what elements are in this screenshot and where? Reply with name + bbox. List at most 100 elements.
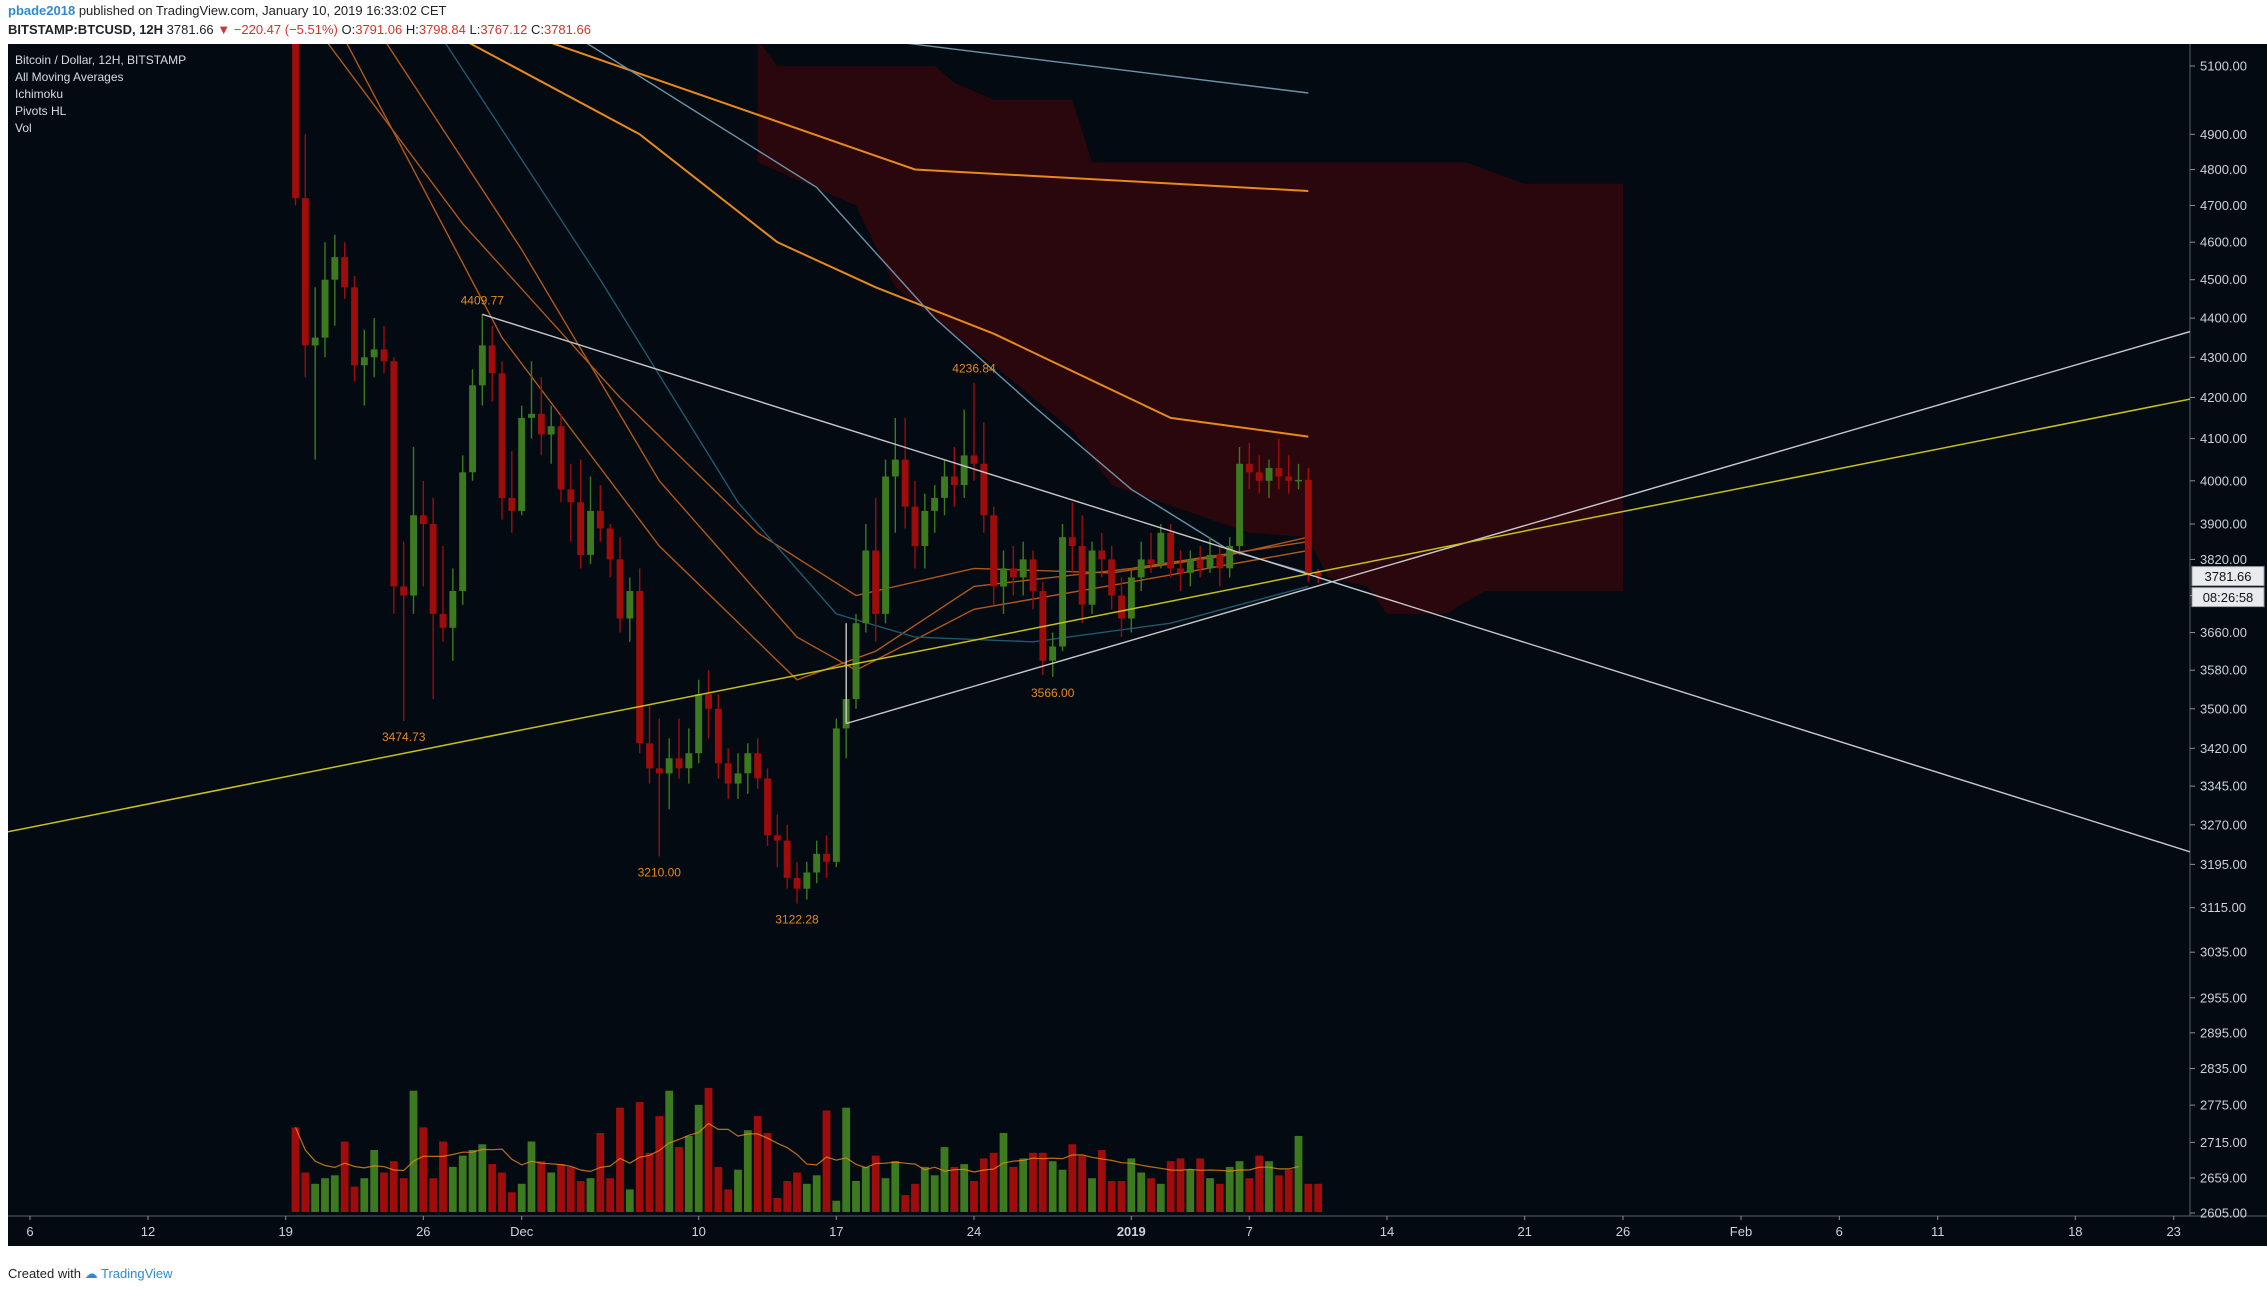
candle-body (1078, 546, 1086, 605)
volume-bar (881, 1178, 890, 1212)
countdown-label: 08:26:58 (2203, 590, 2254, 605)
volume-bar (1127, 1158, 1136, 1212)
candle-body (478, 345, 486, 386)
candle-body (783, 840, 791, 878)
volume-bar (1166, 1161, 1175, 1212)
price-tick-label: 3820.00 (2200, 552, 2247, 567)
candle-body (626, 591, 634, 619)
pivot-label: 3210.00 (638, 865, 682, 879)
candle-body (911, 506, 919, 547)
pivot-label: 4236.84 (952, 362, 996, 376)
tradingview-link[interactable]: TradingView (101, 1266, 173, 1281)
candle-body (705, 694, 712, 709)
candle-body (1255, 472, 1263, 481)
volume-bar (1097, 1150, 1106, 1212)
candle-body (655, 768, 663, 774)
price-tick-label: 4100.00 (2200, 431, 2247, 446)
volume-bar (478, 1144, 487, 1212)
published-text: published on TradingView.com, January 10… (78, 3, 447, 18)
volume-bar (1284, 1169, 1293, 1212)
candle-body (931, 497, 939, 511)
volume-bar (458, 1155, 467, 1212)
volume-bar (468, 1150, 477, 1212)
time-tick-label: 19 (278, 1224, 292, 1239)
moving-average-line (907, 44, 1309, 94)
candle-body (1216, 554, 1224, 569)
candle-body (695, 694, 703, 754)
candle-body (449, 591, 457, 628)
volume-bar (1245, 1178, 1254, 1212)
countdown-box (2191, 587, 2265, 608)
symbol-name: BITSTAMP:BTCUSD, 12H (8, 22, 164, 37)
candle-body (901, 459, 909, 507)
price-tick-label: 4200.00 (2200, 390, 2247, 405)
volume-bar (291, 1127, 300, 1212)
candle-body (862, 550, 870, 624)
candle-body (1295, 479, 1302, 482)
candle-body (1285, 476, 1293, 481)
candle-body (803, 872, 811, 889)
trendline (846, 330, 2190, 725)
candle-body (1049, 646, 1057, 661)
high-value: 3798.84 (418, 22, 466, 37)
candle-body (1108, 559, 1116, 596)
volume-bar (989, 1152, 998, 1212)
legend-item: Pivots HL (15, 104, 67, 118)
publish-line: pbade2018 published on TradingView.com, … (8, 3, 446, 18)
candle-body (292, 44, 299, 199)
volume-bar (360, 1178, 369, 1212)
volume-bar (911, 1183, 919, 1212)
volume-bar (1314, 1183, 1323, 1212)
time-tick-label: 21 (1517, 1224, 1531, 1239)
candle-body (970, 455, 978, 464)
volume-bar (380, 1172, 388, 1212)
time-tick-label: 18 (2068, 1224, 2082, 1239)
volume-bar (1117, 1181, 1126, 1212)
volume-bar (576, 1181, 585, 1212)
price-tick-label: 2605.00 (2200, 1206, 2247, 1221)
candle-body (469, 385, 476, 473)
price-tick-label: 3035.00 (2200, 945, 2247, 960)
volume-bar (1274, 1175, 1283, 1212)
price-tag-label: 3781.66 (2205, 569, 2252, 584)
candle-body (439, 613, 447, 628)
price-tick-label: 4600.00 (2200, 235, 2247, 250)
volume-bar (517, 1183, 526, 1212)
volume-bar (1255, 1155, 1264, 1212)
volume-bar (557, 1164, 565, 1212)
candle-body (1206, 554, 1214, 569)
price-tick-label: 4900.00 (2200, 127, 2247, 142)
volume-bar (891, 1161, 900, 1212)
candle-body (547, 426, 555, 435)
candle-body (567, 489, 575, 503)
volume-bar (950, 1166, 959, 1212)
moving-average-line (551, 44, 1309, 192)
time-tick-label: 6 (1836, 1224, 1843, 1239)
volume-bar (1294, 1135, 1303, 1212)
volume-bar (871, 1155, 880, 1212)
candle-body (980, 463, 988, 516)
time-axis-background (8, 1216, 2267, 1246)
volume-bar (429, 1178, 438, 1212)
pivot-label: 3474.73 (382, 730, 426, 744)
high-label: H: (405, 22, 419, 37)
candle-body (1196, 559, 1204, 569)
candle-body (410, 515, 417, 596)
candle-body (734, 773, 742, 784)
volume-bar (616, 1107, 624, 1212)
volume-bar (1009, 1166, 1018, 1212)
volume-bar (773, 1197, 782, 1212)
volume-bar (419, 1127, 428, 1212)
candle-body (380, 349, 388, 362)
volume-bar (527, 1141, 536, 1212)
volume-bar (665, 1090, 674, 1212)
candle-body (990, 515, 998, 587)
volume-bar (684, 1135, 693, 1212)
volume-bar (645, 1152, 654, 1212)
volume-bar (999, 1133, 1008, 1212)
author-link[interactable]: pbade2018 (8, 3, 76, 18)
candle-body (1236, 463, 1243, 546)
volume-bar (1048, 1161, 1057, 1212)
volume-ma-line (294, 1122, 1299, 1173)
